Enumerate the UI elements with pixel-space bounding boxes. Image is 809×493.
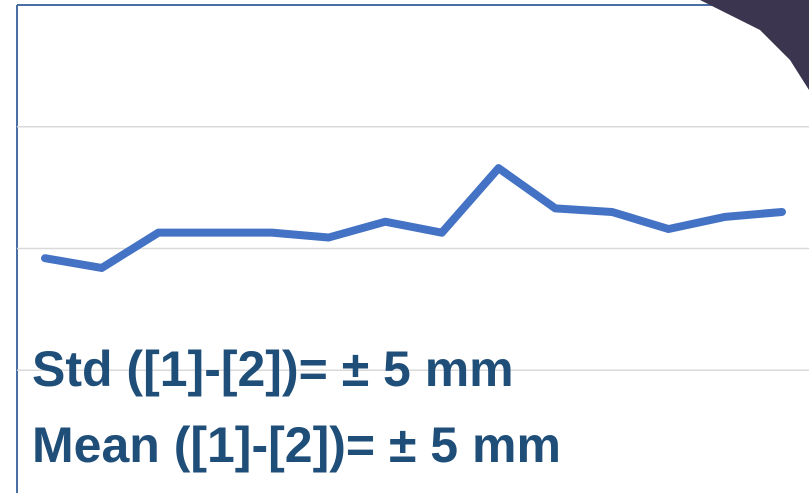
data-line bbox=[41, 164, 786, 272]
annotation: Mean ([1]-[2])= ± 5 mm bbox=[32, 417, 561, 473]
annotation: Std ([1]-[2])= ± 5 mm bbox=[32, 341, 514, 397]
corner-image bbox=[700, 0, 809, 90]
